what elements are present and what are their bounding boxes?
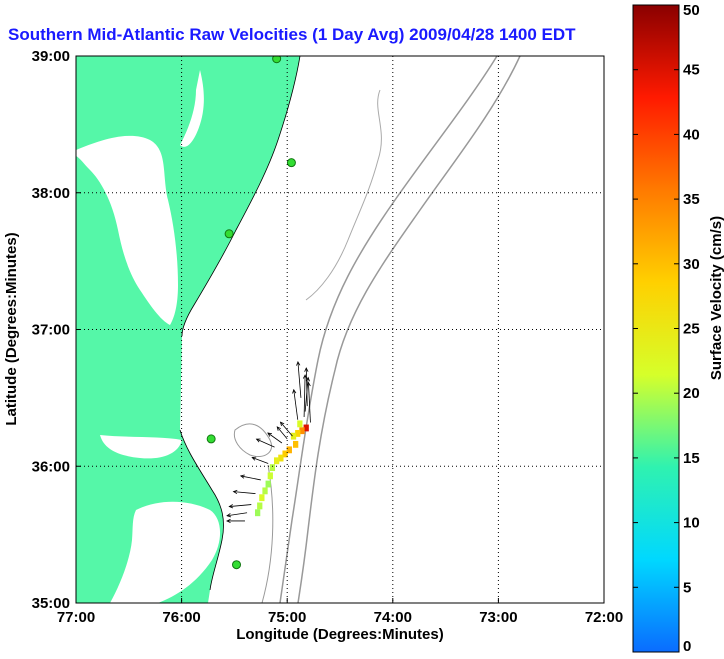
velocity-vector	[255, 438, 275, 448]
velocity-cell	[299, 427, 305, 435]
colorbar-tick-label: 45	[683, 62, 700, 79]
bathymetry-contour-nearshore	[261, 464, 274, 603]
velocity-vector	[251, 456, 269, 464]
colorbar-tick-label: 40	[683, 126, 700, 143]
colorbar: 0 5 10 15 20 25 30 35 40 45 50 Surface Velocity (c…	[632, 2, 724, 655]
pamlico-sound	[110, 501, 221, 603]
velocity-vector	[296, 360, 302, 398]
station-marker	[206, 434, 216, 444]
y-tick-label: 39:00	[32, 48, 70, 65]
colorbar-tick-label: 25	[683, 321, 700, 338]
x-tick-label: 74:00	[374, 609, 412, 626]
map-plot-area	[75, 55, 605, 604]
velocity-vector	[304, 376, 310, 412]
velocity-cell	[293, 440, 299, 448]
velocity-cell	[254, 509, 261, 517]
x-tick-label: 76:00	[162, 609, 200, 626]
chart-title: Southern Mid-Atlantic Raw Velocities (1 …	[8, 25, 576, 44]
bathymetry-contour-shelf	[279, 56, 498, 603]
velocity-vector	[279, 421, 293, 437]
velocity-cell	[278, 454, 284, 462]
bathymetry-contour-slope	[297, 56, 521, 603]
chesapeake-bay	[76, 135, 178, 325]
y-axis-ticks: 39:00 38:00 37:00 36:00 35:00	[32, 48, 81, 612]
station-marker	[272, 56, 282, 64]
velocity-cell	[274, 457, 280, 465]
velocity-cell	[297, 420, 303, 428]
station-marker	[232, 560, 242, 570]
x-tick-label: 75:00	[268, 609, 306, 626]
velocity-vector	[292, 388, 299, 420]
y-axis-label: Latitude (Degrees:Minutes)	[3, 232, 20, 425]
velocity-cell	[265, 480, 271, 488]
velocity-cell	[303, 424, 309, 432]
velocity-cell	[269, 464, 276, 472]
colorbar-tick-label: 15	[683, 450, 700, 467]
velocity-vector	[226, 512, 248, 518]
velocity-vectors	[226, 360, 311, 524]
colorbar-tick-label: 50	[683, 2, 700, 19]
colorbar-tick-label: 30	[683, 256, 700, 273]
y-tick-label: 38:00	[32, 185, 70, 202]
velocity-vector	[304, 367, 309, 407]
x-axis-ticks: 77:00 76:00 75:00 74:00 73:00 72:00	[57, 598, 623, 626]
velocity-vector	[228, 504, 252, 509]
velocity-cell	[282, 450, 288, 458]
colorbar-gradient	[632, 4, 680, 653]
y-tick-label: 36:00	[32, 458, 70, 475]
bathymetry-contours	[233, 56, 521, 603]
colorbar-tick-label: 10	[683, 515, 700, 532]
colorbar-tick-label: 5	[683, 579, 691, 596]
colorbar-tick-label: 35	[683, 191, 700, 208]
colorbar-tick-label: 20	[683, 385, 700, 402]
x-tick-label: 77:00	[57, 609, 95, 626]
colorbar-tick-label: 0	[683, 638, 691, 655]
x-axis-label: Longitude (Degrees:Minutes)	[236, 626, 444, 643]
bathymetry-contour-inner	[305, 89, 382, 301]
coastline-northern	[181, 56, 301, 337]
hf-radar-stations	[206, 56, 296, 570]
x-tick-label: 73:00	[479, 609, 517, 626]
x-tick-label: 72:00	[585, 609, 623, 626]
velocity-cell	[262, 487, 268, 495]
colorbar-label: Surface Velocity (cm/s)	[708, 216, 724, 380]
velocity-cells	[254, 420, 309, 517]
velocity-vector	[239, 474, 261, 481]
velocity-cell	[257, 502, 263, 510]
velocity-vector	[276, 426, 288, 440]
station-marker	[286, 158, 296, 168]
delaware-bay	[180, 70, 204, 147]
coastline-southern	[179, 429, 224, 591]
albemarle-sound	[100, 435, 182, 459]
station-marker	[224, 229, 234, 239]
bathymetry-contour-island	[233, 423, 272, 457]
grid-lines	[76, 56, 604, 603]
velocity-cell	[267, 472, 273, 480]
velocity-cell	[295, 430, 301, 437]
velocity-vector	[232, 489, 256, 495]
y-tick-label: 37:00	[32, 322, 70, 339]
velocity-vector	[267, 432, 283, 444]
y-tick-label: 35:00	[32, 595, 70, 612]
velocity-cell	[290, 432, 297, 440]
velocity-vector	[226, 518, 245, 524]
velocity-cell	[259, 494, 265, 502]
velocity-cell	[286, 446, 292, 454]
colorbar-ticks: 0 5 10 15 20 25 30 35 40 45 50	[633, 2, 700, 655]
